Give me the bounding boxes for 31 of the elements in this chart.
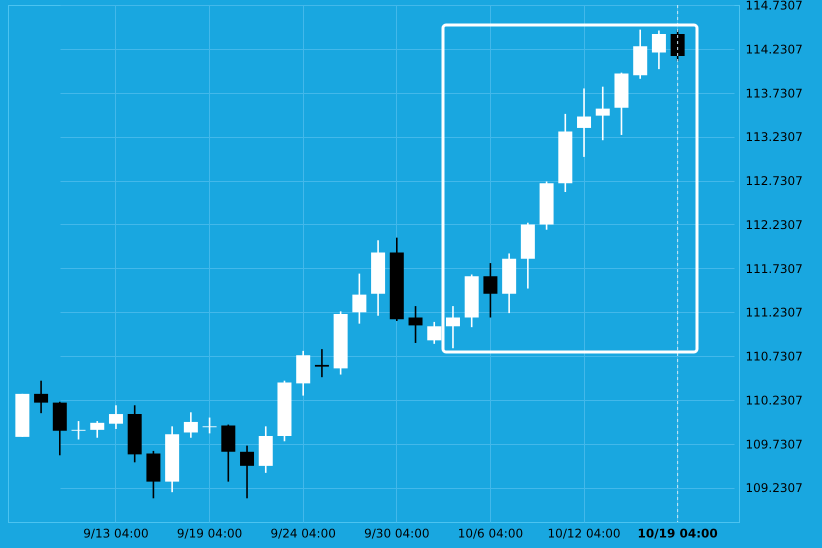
x-tick-label: 10/19 04:00 — [638, 526, 718, 540]
y-tick-label: 113.7307 — [746, 86, 803, 100]
y-tick-label: 111.2307 — [746, 306, 803, 320]
y-tick-label: 110.7307 — [746, 350, 803, 364]
candlestick — [446, 305, 460, 350]
x-tick-label: 9/19 04:00 — [176, 526, 242, 540]
y-tick-label: 111.7307 — [746, 262, 803, 276]
x-tick-label: 9/30 04:00 — [364, 526, 430, 540]
candlestick — [184, 411, 198, 439]
candlestick — [483, 262, 498, 318]
y-tick-label: 112.2307 — [746, 218, 803, 232]
y-tick-label: 112.7307 — [746, 174, 803, 188]
candlestick — [90, 420, 104, 439]
x-tick-label: 9/24 04:00 — [270, 526, 336, 540]
x-tick-label: 10/6 04:00 — [458, 526, 524, 540]
candlestick — [408, 305, 423, 344]
y-tick-label: 113.2307 — [746, 130, 803, 144]
y-tick-label: 114.2307 — [746, 42, 803, 56]
candlestick — [577, 88, 592, 158]
candlestick — [34, 380, 48, 414]
y-tick-label: 109.2307 — [746, 481, 803, 496]
y-tick-label: 109.7307 — [746, 437, 803, 452]
candlestick — [352, 272, 366, 324]
y-tick-label: 110.2307 — [746, 393, 803, 408]
candlestick — [108, 404, 123, 430]
candlestick — [240, 444, 254, 500]
y-tick-label: 114.7307 — [746, 0, 803, 12]
x-tick-label: 10/12 04:00 — [548, 526, 621, 540]
candlestick — [652, 30, 666, 70]
x-tick-label: 9/13 04:00 — [83, 526, 149, 540]
candlestick — [596, 86, 610, 142]
